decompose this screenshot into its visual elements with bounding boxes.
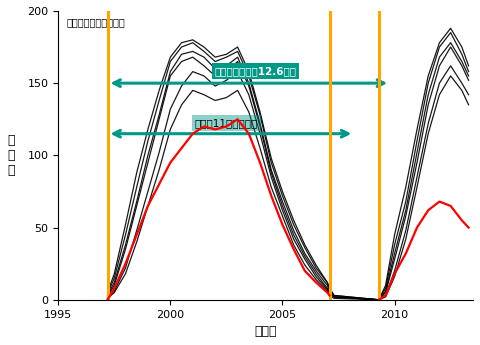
Text: 国立天文台太陽観測所: 国立天文台太陽観測所 — [67, 17, 125, 27]
Y-axis label: 黒
点
数: 黒 点 数 — [7, 134, 14, 177]
Text: サイクルの長さ12.6年！: サイクルの長さ12.6年！ — [215, 66, 297, 76]
X-axis label: 西暦年: 西暦年 — [254, 325, 277, 338]
Text: 通常の11年サイクル: 通常の11年サイクル — [195, 118, 258, 128]
